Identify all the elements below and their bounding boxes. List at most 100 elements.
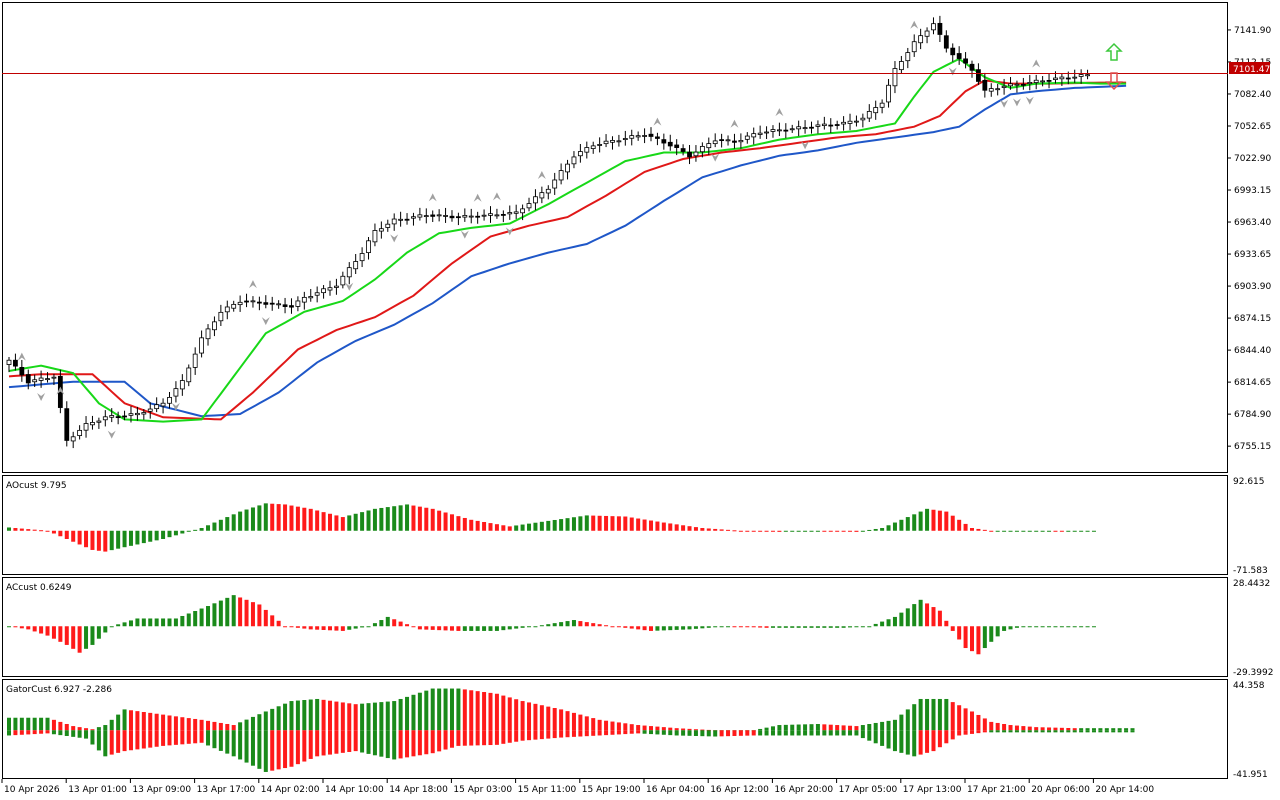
histogram-bar — [565, 621, 570, 627]
fractal-down-icon — [345, 282, 354, 291]
histogram-bar — [71, 530, 76, 542]
gator-lower-bar — [751, 730, 756, 736]
gator-upper-bar — [1130, 728, 1135, 731]
histogram-bar — [1072, 626, 1077, 628]
candle — [237, 295, 243, 312]
histogram-bar — [340, 517, 345, 531]
gator-upper-bar — [494, 693, 499, 731]
candle — [667, 134, 673, 151]
candle — [90, 415, 95, 430]
gator-lower-bar — [726, 730, 731, 737]
histogram-bar — [770, 626, 775, 628]
histogram-bar — [681, 626, 686, 630]
gator-lower-bar — [482, 730, 487, 746]
histogram-bar — [751, 530, 756, 532]
histogram-bar — [424, 507, 429, 531]
histogram-bar — [867, 529, 872, 531]
histogram-bar — [944, 620, 949, 627]
histogram-bar — [559, 622, 564, 627]
gator-lower-bar — [514, 730, 519, 742]
gator-upper-bar — [1085, 728, 1090, 731]
histogram-bar — [411, 626, 416, 628]
price-panel[interactable] — [2, 2, 1228, 473]
histogram-bar — [629, 626, 634, 629]
gator-upper-bar — [828, 724, 833, 731]
histogram-bar — [957, 519, 962, 531]
candle — [1046, 73, 1052, 89]
gator-upper-bar — [912, 704, 917, 731]
gator-upper-bar — [469, 690, 474, 731]
gator-upper-bar — [353, 704, 358, 731]
gator-upper-bar — [1047, 727, 1052, 731]
gator-panel[interactable]: GatorCust 6.927 -2.286 — [2, 679, 1228, 779]
gator-lower-bar — [257, 730, 262, 769]
gator-lower-bar — [815, 730, 820, 736]
gator-lower-bar — [1124, 730, 1129, 733]
histogram-bar — [835, 626, 840, 628]
gator-lower-bar — [912, 730, 917, 757]
candle — [160, 398, 166, 414]
gator-upper-bar — [918, 698, 923, 731]
up-arrow-icon — [1105, 42, 1123, 61]
fractal-down-icon — [711, 153, 720, 162]
candle — [642, 128, 647, 144]
fractal-down-icon — [171, 402, 180, 411]
histogram-bar — [437, 510, 442, 531]
histogram-bar — [1059, 626, 1064, 628]
price-axis-tick: 7141.90 — [1234, 26, 1271, 36]
histogram-bar — [475, 520, 480, 531]
histogram-bar — [180, 530, 185, 534]
histogram-bar — [989, 626, 994, 642]
candle — [860, 113, 866, 128]
histogram-bar — [597, 624, 602, 627]
histogram-bar — [392, 506, 397, 531]
histogram-bar — [1021, 530, 1026, 532]
gator-upper-bar — [51, 719, 56, 731]
histogram-bar — [1085, 626, 1090, 628]
histogram-bar — [970, 626, 974, 652]
gator-lower-bar — [578, 730, 583, 737]
gator-upper-bar — [32, 717, 37, 731]
histogram-bar — [886, 525, 891, 531]
ac-panel[interactable]: ACcust 0.6249 — [2, 577, 1228, 677]
fractal-up-icon — [17, 352, 26, 361]
histogram-bar — [456, 626, 461, 631]
candle — [109, 408, 115, 423]
candle — [956, 46, 962, 65]
histogram-bar — [770, 530, 775, 532]
gator-lower-bar — [584, 730, 589, 737]
time-axis-label: 16 Apr 20:00 — [774, 785, 833, 795]
gator-upper-bar — [507, 697, 512, 731]
candle — [417, 207, 423, 221]
histogram-bar — [45, 530, 50, 532]
gator-lower-bar — [1034, 730, 1039, 733]
candle — [256, 296, 262, 311]
candle — [295, 296, 301, 312]
histogram-bar — [39, 530, 44, 532]
histogram-bar — [64, 530, 69, 539]
gator-upper-bar — [944, 698, 949, 731]
gator-upper-bar — [925, 698, 930, 731]
gator-lower-bar — [706, 730, 711, 737]
price-axis-tick: 6784.90 — [1234, 410, 1271, 420]
gator-lower-bar — [1104, 730, 1109, 733]
gator-lower-bar — [116, 730, 121, 753]
candle — [886, 79, 891, 108]
histogram-bar — [1079, 626, 1084, 628]
histogram-bar — [173, 530, 178, 536]
histogram-bar — [655, 521, 660, 531]
ao-panel[interactable]: AOcust 9.795 — [2, 475, 1228, 575]
price-axis-tick: 6993.15 — [1234, 186, 1271, 196]
gator-upper-bar — [405, 696, 410, 731]
time-axis-label: 14 Apr 10:00 — [325, 785, 384, 795]
gator-upper-bar — [116, 714, 121, 731]
histogram-bar — [372, 623, 377, 627]
price-axis-tick: 6963.40 — [1234, 218, 1271, 228]
gator-upper-bar — [430, 688, 435, 731]
histogram-bar — [39, 626, 44, 634]
histogram-bar — [449, 626, 454, 631]
gator-lower-bar — [957, 730, 962, 736]
gator-lower-bar — [51, 730, 56, 735]
gator-upper-bar — [1040, 727, 1045, 731]
gator-lower-bar — [623, 730, 628, 735]
